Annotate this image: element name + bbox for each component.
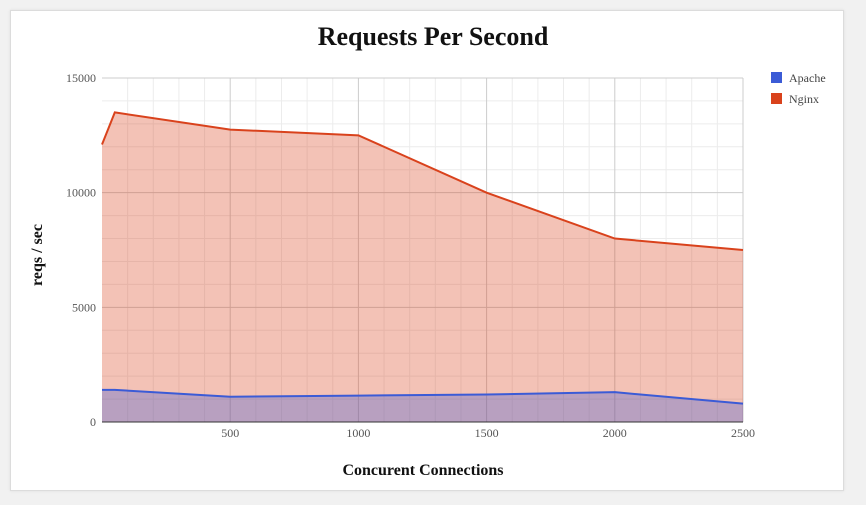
- y-tick-label: 10000: [66, 186, 96, 200]
- legend-label-nginx: Nginx: [789, 92, 819, 106]
- y-tick-label: 5000: [72, 300, 96, 314]
- line-apache: [102, 388, 744, 405]
- area-apache: [102, 389, 743, 422]
- area-nginx: [102, 112, 743, 423]
- x-tick-label: 1500: [475, 426, 499, 440]
- y-tick-label: 15000: [66, 71, 96, 85]
- legend-swatch-nginx: [771, 93, 782, 104]
- x-tick-label: 1000: [346, 426, 370, 440]
- y-tick-labels: 0 5000 10000 15000: [66, 71, 96, 429]
- x-tick-label: 2000: [603, 426, 627, 440]
- legend-swatch-apache: [771, 72, 782, 83]
- series-areas: [102, 112, 743, 423]
- y-tick-label: 0: [90, 415, 96, 429]
- minor-gridlines: [102, 78, 743, 422]
- x-tick-labels: 500 1000 1500 2000 2500: [221, 426, 755, 440]
- chart-title: Requests Per Second: [317, 22, 549, 51]
- x-axis-label: Concurent Connections: [342, 462, 504, 479]
- line-nginx: [101, 111, 744, 251]
- x-tick-label: 500: [221, 426, 239, 440]
- chart-card: [10, 10, 844, 491]
- series-lines: [101, 111, 744, 405]
- legend: Apache Nginx: [771, 71, 826, 106]
- legend-label-apache: Apache: [789, 71, 826, 85]
- x-tick-label: 2500: [731, 426, 755, 440]
